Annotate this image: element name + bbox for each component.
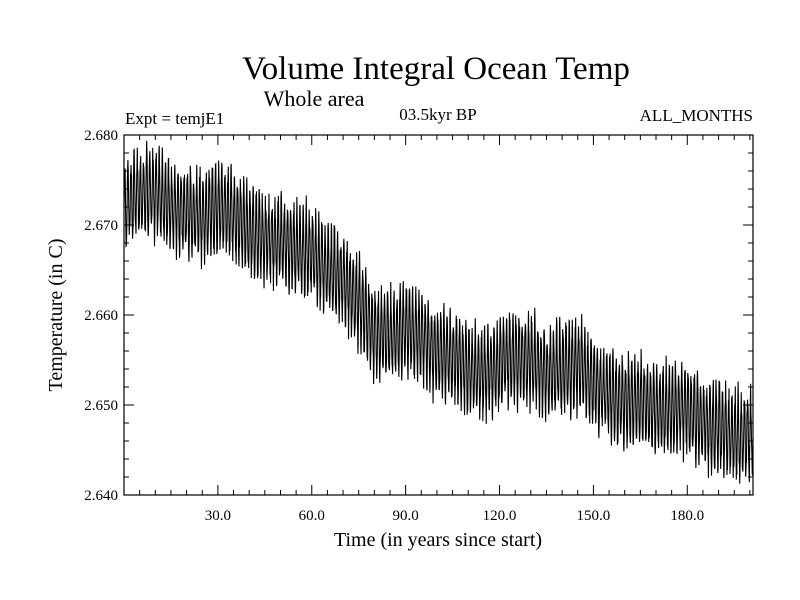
x-tick-label: 60.0 xyxy=(299,508,325,524)
y-tick-label: 2.670 xyxy=(84,218,118,234)
x-axis-label: Time (in years since start) xyxy=(334,529,542,551)
x-tick-label: 90.0 xyxy=(393,508,419,524)
x-tick-label: 120.0 xyxy=(483,508,517,524)
series-line xyxy=(123,140,754,484)
x-tick-label: 150.0 xyxy=(577,508,611,524)
tick-labels: 30.0 60.0 90.0 120.0 150.0 180.0 2.640 2.650 2.6… xyxy=(84,128,704,524)
y-axis-label: Temperature (in C) xyxy=(45,239,67,392)
y-tick-label: 2.640 xyxy=(84,488,118,504)
series-layer xyxy=(123,140,754,484)
y-tick-label: 2.650 xyxy=(84,398,118,414)
period-label: 03.5kyr BP xyxy=(399,105,476,124)
axis-ticks xyxy=(124,134,753,496)
y-tick-label: 2.660 xyxy=(84,308,118,324)
months-label: ALL_MONTHS xyxy=(640,106,753,125)
y-tick-label: 2.680 xyxy=(84,128,118,144)
chart-subtitle: Whole area xyxy=(264,86,365,111)
x-tick-label: 30.0 xyxy=(205,508,231,524)
plot-frame xyxy=(123,134,754,496)
chart-title: Volume Integral Ocean Temp xyxy=(242,51,630,87)
experiment-label: Expt = temjE1 xyxy=(125,109,224,128)
x-tick-label: 180.0 xyxy=(670,508,704,524)
